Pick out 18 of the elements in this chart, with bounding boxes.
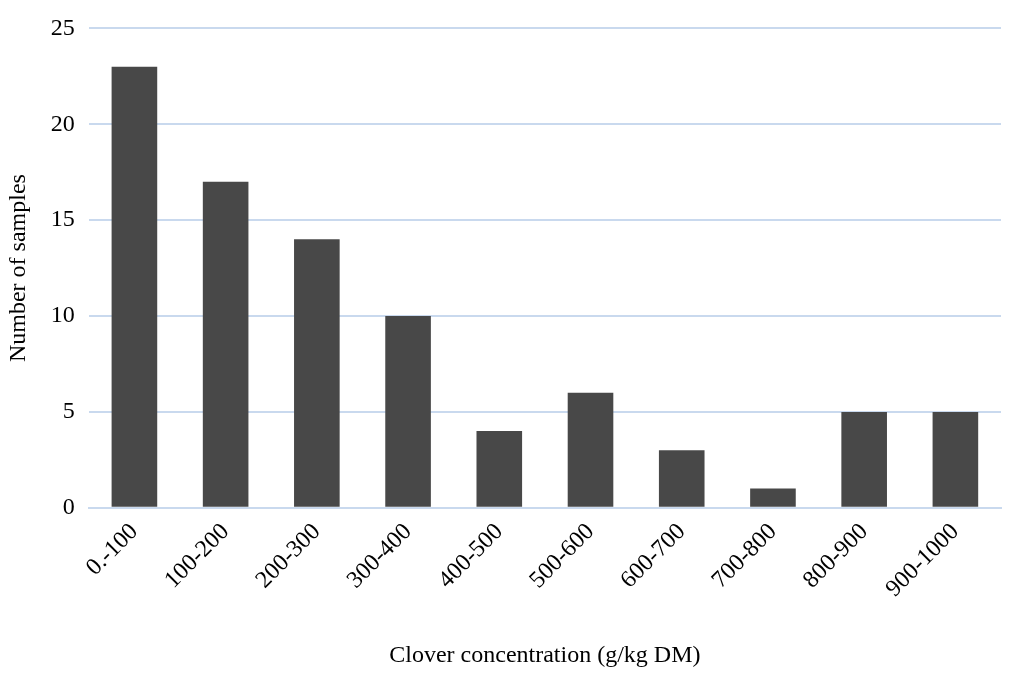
- bar: [932, 411, 979, 507]
- bar: [111, 66, 158, 507]
- y-tick-label: 25: [50, 13, 75, 40]
- y-tick-label: 20: [50, 109, 75, 136]
- y-tick-label: 15: [50, 205, 75, 232]
- y-tick-label: 0: [62, 493, 75, 520]
- bar: [294, 239, 340, 507]
- x-axis-title: Clover concentration (g/kg DM): [389, 640, 701, 667]
- bar: [750, 488, 796, 507]
- y-tick-label: 5: [62, 397, 75, 424]
- y-tick-label: 10: [50, 301, 75, 328]
- bar: [658, 450, 705, 507]
- bar: [841, 411, 887, 507]
- bar: [385, 316, 431, 507]
- bar: [202, 181, 249, 507]
- bar: [476, 431, 523, 507]
- y-axis-title: Number of samples: [3, 174, 30, 363]
- bar: [567, 392, 614, 507]
